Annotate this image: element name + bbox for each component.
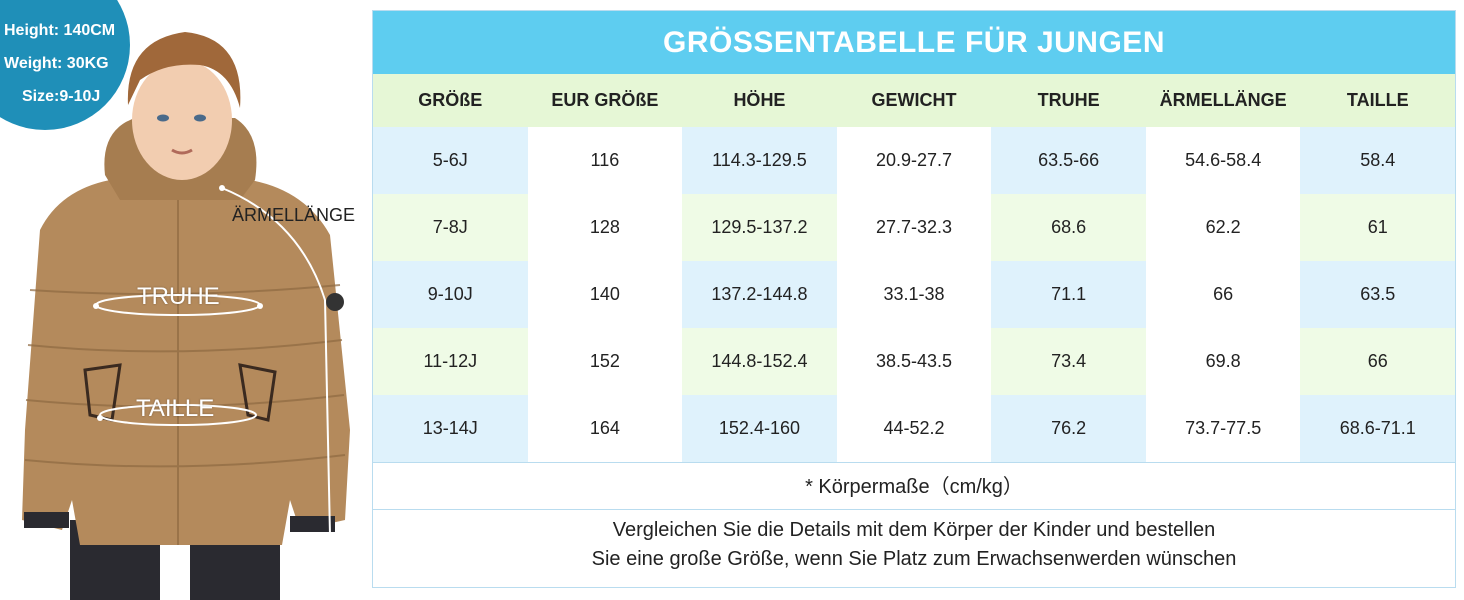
- cell-eur-size: 164: [527, 395, 683, 462]
- cell-weight: 20.9-27.7: [836, 127, 992, 194]
- cell-size: 7-8J: [373, 194, 528, 261]
- cell-weight: 38.5-43.5: [836, 328, 992, 395]
- header-size: GRÖßE: [418, 90, 483, 110]
- table-body: 5-6J 116 114.3-129.5 20.9-27.7 63.5-66 5…: [373, 127, 1456, 462]
- header-sleeve: ÄRMELLÄNGE: [1159, 90, 1287, 110]
- header-weight: GEWICHT: [871, 90, 957, 110]
- cell-height: 129.5-137.2: [682, 194, 837, 261]
- table-row: 9-10J 140 137.2-144.8 33.1-38 71.1 66 63…: [373, 261, 1456, 328]
- model-photo: Height: 140CM Weight: 30KG Size:9-10J TR…: [0, 0, 372, 600]
- cell-chest: 71.1: [991, 261, 1146, 328]
- cell-eur-size: 128: [527, 194, 683, 261]
- cell-height: 144.8-152.4: [682, 328, 837, 395]
- cell-eur-size: 116: [527, 127, 683, 194]
- table-row: 5-6J 116 114.3-129.5 20.9-27.7 63.5-66 5…: [373, 127, 1456, 194]
- sleeve-label: ÄRMELLÄNGE: [232, 205, 356, 225]
- cell-sleeve: 54.6-58.4: [1145, 127, 1301, 194]
- cell-sleeve: 66: [1145, 261, 1301, 328]
- cell-chest: 63.5-66: [991, 127, 1146, 194]
- cell-waist: 66: [1300, 328, 1456, 395]
- model-size: Size:9-10J: [22, 88, 101, 105]
- cell-sleeve: 62.2: [1145, 194, 1301, 261]
- cell-size: 9-10J: [373, 261, 528, 328]
- table-row: 11-12J 152 144.8-152.4 38.5-43.5 73.4 69…: [373, 328, 1456, 395]
- units-note: * Körpermaße（cm/kg）: [373, 462, 1455, 510]
- cell-chest: 73.4: [991, 328, 1146, 395]
- table-row: 7-8J 128 129.5-137.2 27.7-32.3 68.6 62.2…: [373, 194, 1456, 261]
- cell-height: 152.4-160: [682, 395, 837, 462]
- cell-eur-size: 140: [527, 261, 683, 328]
- table-header-row: GRÖßE EUR GRÖßE HÖHE GEWICHT TRUHE ÄRMEL…: [373, 74, 1455, 127]
- cell-sleeve: 73.7-77.5: [1145, 395, 1301, 462]
- model-height: Height: 140CM: [4, 22, 116, 39]
- size-table: GRÖSSENTABELLE FÜR JUNGEN GRÖßE EUR GRÖß…: [372, 10, 1456, 588]
- model-weight: Weight: 30KG: [4, 55, 109, 72]
- header-height: HÖHE: [733, 90, 786, 110]
- sizing-advice-line-2: Sie eine große Größe, wenn Sie Platz zum…: [591, 548, 1237, 570]
- cell-height: 114.3-129.5: [682, 127, 837, 194]
- sizing-advice-line-1: Vergleichen Sie die Details mit dem Körp…: [612, 519, 1216, 541]
- waist-label: TAILLE: [136, 395, 215, 422]
- cell-height: 137.2-144.8: [682, 261, 837, 328]
- cell-size: 13-14J: [373, 395, 528, 462]
- boy-in-jacket-illustration: [22, 32, 350, 600]
- cell-waist: 68.6-71.1: [1300, 395, 1456, 462]
- cell-size: 5-6J: [373, 127, 528, 194]
- header-waist: TAILLE: [1346, 90, 1409, 110]
- cell-weight: 27.7-32.3: [836, 194, 992, 261]
- cell-chest: 76.2: [991, 395, 1146, 462]
- cell-waist: 63.5: [1300, 261, 1456, 328]
- cell-sleeve: 69.8: [1145, 328, 1301, 395]
- header-chest: TRUHE: [1037, 90, 1100, 110]
- table-row: 13-14J 164 152.4-160 44-52.2 76.2 73.7-7…: [373, 395, 1456, 462]
- cell-size: 11-12J: [373, 328, 528, 395]
- cell-chest: 68.6: [991, 194, 1146, 261]
- cell-waist: 58.4: [1300, 127, 1456, 194]
- cell-eur-size: 152: [527, 328, 683, 395]
- cell-waist: 61: [1300, 194, 1456, 261]
- cell-weight: 44-52.2: [836, 395, 992, 462]
- sizing-advice: Vergleichen Sie die Details mit dem Körp…: [373, 516, 1455, 574]
- cell-weight: 33.1-38: [836, 261, 992, 328]
- chest-label: TRUHE: [137, 283, 220, 310]
- header-eur-size: EUR GRÖßE: [551, 90, 659, 110]
- table-title: GRÖSSENTABELLE FÜR JUNGEN: [373, 11, 1455, 74]
